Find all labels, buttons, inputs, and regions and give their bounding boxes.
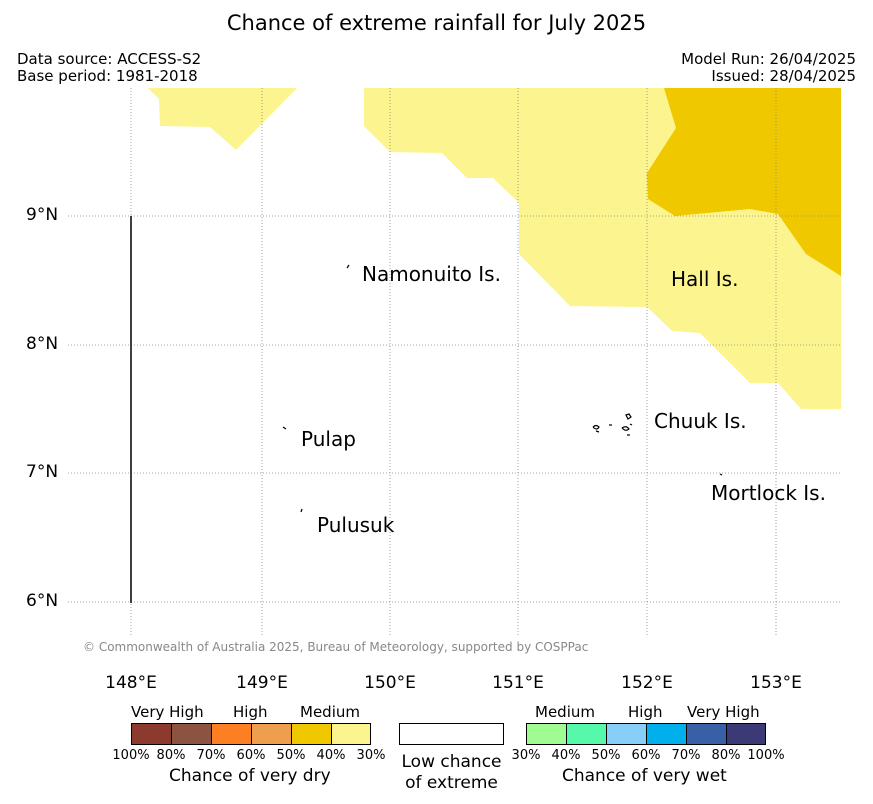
dry-swatch-70-80 (171, 723, 212, 745)
place-label-chuuk: Chuuk Is. (654, 409, 747, 433)
lon-label-152e: 152°E (621, 673, 673, 693)
place-label-mortlock: Mortlock Is. (711, 481, 826, 505)
place-label-hall: Hall Is. (671, 267, 739, 291)
island-markers (282, 264, 723, 513)
dry-swatch-30-40 (331, 723, 371, 745)
wet-swatch-50-60 (606, 723, 647, 745)
dry-swatch-50-60 (251, 723, 292, 745)
lat-label-6n: 6°N (26, 591, 59, 611)
wet-swatch-40-50 (566, 723, 607, 745)
dry-tick-40: 40% (316, 748, 346, 763)
wet-level-medium: Medium (535, 703, 595, 721)
wet-swatch-80-100 (726, 723, 766, 745)
data-source-label: Data source: ACCESS-S2 (17, 50, 202, 68)
lon-label-150e: 150°E (364, 673, 416, 693)
lon-label-151e: 151°E (492, 673, 544, 693)
dry-tick-100: 100% (112, 748, 150, 763)
dry-tick-60: 60% (236, 748, 266, 763)
issued-label: Issued: 28/04/2025 (711, 67, 856, 85)
copyright-notice: © Commonwealth of Australia 2025, Bureau… (83, 640, 589, 654)
dry-level-high: High (233, 703, 268, 721)
low-chance-caption-line2: of extreme (405, 773, 498, 793)
pulap-island-mark (282, 426, 287, 430)
dry-tick-50: 50% (276, 748, 306, 763)
wet-tick-50: 50% (591, 748, 621, 763)
base-period-label: Base period: 1981-2018 (17, 67, 198, 85)
dry-swatch-80-100 (131, 723, 172, 745)
dry-medium-region-northwest (148, 88, 297, 150)
lat-label-7n: 7°N (26, 462, 59, 482)
dry-level-medium: Medium (300, 703, 360, 721)
wet-tick-70: 70% (671, 748, 701, 763)
model-run-label: Model Run: 26/04/2025 (681, 50, 856, 68)
chuuk-island-mark (592, 413, 633, 436)
lon-label-153e: 153°E (750, 673, 802, 693)
map-title: Chance of extreme rainfall for July 2025 (226, 11, 647, 35)
dry-swatch-40-50 (291, 723, 332, 745)
low-chance-caption-line1: Low chance (401, 752, 502, 772)
wet-swatch-60-70 (646, 723, 687, 745)
dry-tick-70: 70% (196, 748, 226, 763)
dry-tick-30: 30% (356, 748, 386, 763)
dry-medium-dark-region (647, 88, 841, 276)
dry-swatch-60-70 (211, 723, 252, 745)
dry-caption: Chance of very dry (169, 766, 331, 786)
wet-swatch-70-80 (686, 723, 727, 745)
namonuito-island-mark (346, 264, 350, 269)
mortlock-island-mark (719, 473, 723, 476)
wet-caption: Chance of very wet (562, 766, 727, 786)
lat-label-8n: 8°N (26, 334, 59, 354)
dry-tick-80: 80% (156, 748, 186, 763)
place-label-pulusuk: Pulusuk (317, 513, 395, 537)
pulusuk-island-mark (300, 508, 303, 513)
low-chance-swatch (399, 723, 504, 745)
place-label-namonuito: Namonuito Is. (362, 262, 501, 286)
wet-tick-40: 40% (551, 748, 581, 763)
wet-tick-80: 80% (711, 748, 741, 763)
wet-tick-60: 60% (631, 748, 661, 763)
dry-level-very-high: Very High (131, 703, 204, 721)
wet-swatch-30-40 (526, 723, 567, 745)
wet-level-high: High (628, 703, 663, 721)
lon-label-148e: 148°E (105, 673, 157, 693)
place-label-pulap: Pulap (301, 427, 356, 451)
lat-label-9n: 9°N (26, 205, 59, 225)
wet-tick-30: 30% (511, 748, 541, 763)
wet-level-very-high: Very High (687, 703, 760, 721)
lon-label-149e: 149°E (236, 673, 288, 693)
wet-tick-100: 100% (747, 748, 785, 763)
